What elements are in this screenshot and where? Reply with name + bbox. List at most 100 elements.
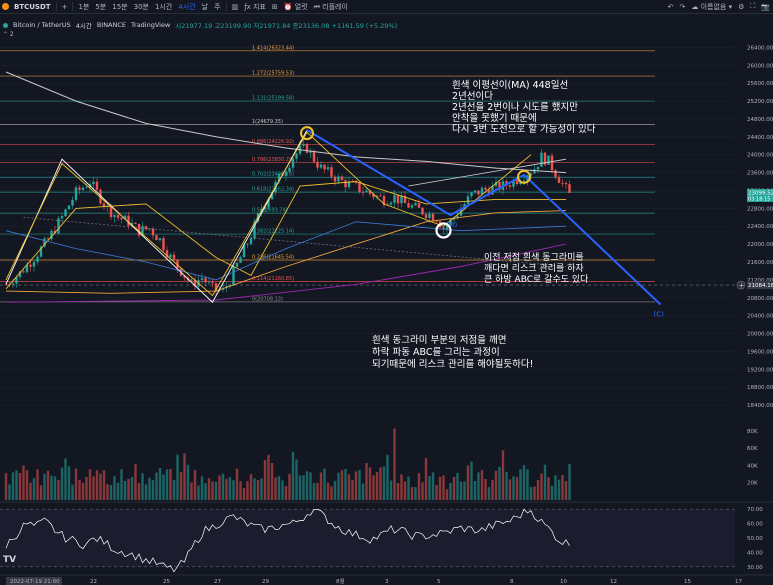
- layout-button[interactable]: ☁ 이름없음 ▾: [691, 2, 733, 11]
- candle-body: [295, 153, 298, 159]
- volume-bar: [550, 485, 554, 500]
- volume-bar: [498, 466, 501, 500]
- volume-bar: [361, 483, 365, 500]
- volume-bar: [228, 477, 232, 500]
- add-symbol-button[interactable]: +: [61, 2, 68, 11]
- candle-body: [445, 225, 449, 230]
- candle-body: [312, 150, 316, 162]
- volume-bar: [379, 467, 382, 500]
- candle-body: [547, 155, 550, 165]
- candle-body: [403, 195, 407, 204]
- camera-icon[interactable]: 📷: [761, 2, 770, 11]
- interval-30m[interactable]: 30분: [133, 2, 149, 11]
- candle-body: [543, 152, 547, 165]
- candle-body: [319, 164, 323, 168]
- price-chart[interactable]: 1.414(26323.44) 1.272(25759.53) 1.131(2519…: [0, 14, 773, 585]
- interval-15m[interactable]: 15분: [112, 2, 128, 11]
- volume-bar: [333, 480, 337, 500]
- drawings[interactable]: (A) (C): [5, 126, 664, 318]
- ma-blue-line: [5, 221, 567, 281]
- yellow-circle-marker: [517, 169, 531, 184]
- interval-1m[interactable]: 1분: [78, 2, 90, 11]
- candle-body: [536, 166, 540, 170]
- interval-1d[interactable]: 날: [201, 2, 209, 11]
- candle-body: [60, 216, 64, 219]
- price-tick-label: 25200.00: [747, 99, 773, 105]
- candle-body: [372, 193, 375, 198]
- fullscreen-icon[interactable]: ⛶: [750, 2, 756, 10]
- interval-5m[interactable]: 5분: [95, 2, 107, 11]
- volume-bar: [431, 472, 435, 500]
- candle-body: [337, 176, 340, 182]
- candle-body: [232, 266, 235, 286]
- volume-bar: [438, 476, 442, 500]
- interval-4h[interactable]: 4시간: [178, 2, 196, 11]
- candle-body: [71, 199, 74, 206]
- redo-icon[interactable]: ↷: [679, 2, 686, 11]
- volume-bar: [312, 483, 316, 500]
- settings-icon[interactable]: ⚙: [738, 2, 745, 11]
- fib-level-label: 0.786(23830.29): [252, 157, 294, 163]
- fib-level-label: 0.236(21645.54): [252, 254, 294, 260]
- price-tick-label: 20000.00: [747, 332, 773, 338]
- alert-button[interactable]: ⏰ 얼럿: [281, 2, 311, 12]
- annotation-text: 다시 3번 도전으로 할 가능성이 있다: [452, 123, 596, 135]
- volume-bar: [372, 475, 375, 500]
- volume-bar: [169, 468, 172, 500]
- wave-abc-line: [306, 129, 662, 306]
- replay-icon: ⏮: [313, 2, 323, 11]
- volume-bar: [291, 451, 295, 500]
- chart-type-icon[interactable]: ▥: [231, 2, 239, 11]
- candle-body: [39, 246, 43, 257]
- current-price-tag: [747, 188, 773, 202]
- volume-bar: [18, 472, 22, 500]
- candle-body: [249, 238, 253, 244]
- candle-body: [36, 256, 39, 262]
- candle-body: [291, 158, 295, 168]
- price-tick-label: 22800.00: [747, 206, 773, 212]
- candle-body: [155, 235, 158, 241]
- volume-bar: [71, 484, 74, 500]
- candle-body: [85, 187, 88, 189]
- indicators-button[interactable]: ƒx 지표: [241, 2, 269, 12]
- price-tick-label: 23600.00: [747, 171, 773, 177]
- volume-bar: [326, 482, 330, 500]
- volume-bar: [67, 466, 71, 500]
- undo-icon[interactable]: ↶: [667, 2, 674, 11]
- volume-bar: [354, 471, 358, 500]
- volume-bar: [284, 486, 288, 500]
- price-tick-label: 19200.00: [747, 367, 773, 373]
- candle-body: [81, 187, 85, 190]
- volume-bar: [232, 480, 235, 500]
- fib-level-label: 0.382(22225.14): [252, 229, 294, 235]
- candle-body: [130, 222, 134, 226]
- volume-bar: [442, 475, 445, 500]
- top-toolbar: BTCUSDT + 1분 5분 15분 30분 1시간 4시간 날 주 ▥ ƒx…: [0, 0, 773, 14]
- volume-bar: [484, 478, 487, 500]
- rsi-pane: [0, 508, 735, 573]
- volume-bar: [480, 470, 484, 500]
- replay-button[interactable]: ⏮ 리플레이: [311, 2, 351, 12]
- yellow-zigzag-line: [5, 131, 532, 297]
- candle-body: [204, 278, 207, 283]
- volume-bar: [116, 482, 120, 500]
- volume-bar: [522, 465, 526, 500]
- price-tick-label: 24400.00: [747, 135, 773, 141]
- price-tick-label: 18400.00: [747, 403, 773, 409]
- candle-body: [18, 271, 22, 278]
- symbol-search[interactable]: BTCUSDT: [14, 2, 51, 11]
- countdown-label: 03:18:15: [748, 196, 770, 202]
- volume-bar: [536, 480, 540, 500]
- volume-bar: [120, 469, 123, 500]
- volume-bar: [305, 471, 309, 500]
- interval-1h[interactable]: 1시간: [154, 2, 173, 11]
- collapse-indicators-button[interactable]: ⌃ 2: [3, 31, 14, 38]
- candle-body: [200, 278, 204, 280]
- candle-body: [361, 191, 365, 193]
- divider: [55, 2, 57, 11]
- templates-icon[interactable]: ⊞: [271, 2, 278, 11]
- candle-body: [540, 152, 543, 167]
- candle-body: [176, 259, 179, 269]
- interval-1w[interactable]: 주: [214, 2, 221, 11]
